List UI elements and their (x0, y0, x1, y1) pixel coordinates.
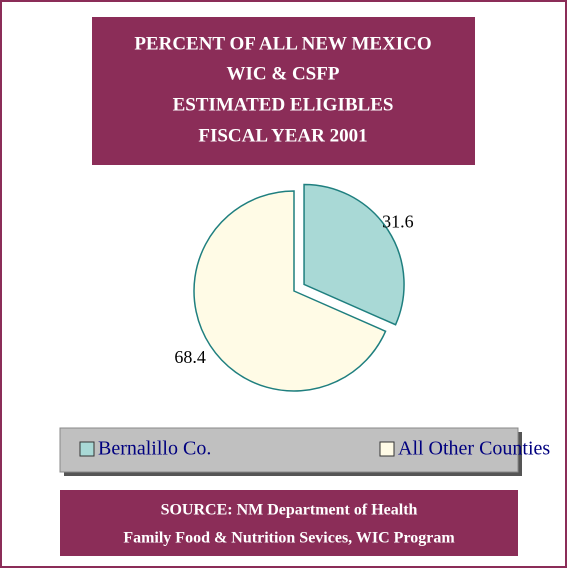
data-label: 68.4 (174, 347, 206, 367)
legend-swatch (379, 441, 395, 457)
pie-slice (303, 183, 405, 326)
chart-title: WIC & CSFP (227, 63, 340, 84)
source-box (60, 490, 518, 556)
title-box (92, 17, 475, 165)
legend-label: Bernalillo Co. (98, 438, 211, 460)
chart-title: FISCAL YEAR 2001 (198, 125, 367, 146)
source-text: SOURCE: NM Department of Health (161, 502, 418, 519)
source-text: Family Food & Nutrition Sevices, WIC Pro… (123, 530, 455, 547)
data-label: 31.6 (382, 211, 414, 231)
pie-slice (193, 190, 387, 392)
chart-title: PERCENT OF ALL NEW MEXICO (134, 33, 431, 54)
legend-swatch (79, 441, 95, 457)
legend-box (59, 427, 519, 473)
legend-label: All Other Counties (398, 438, 550, 460)
chart-title: ESTIMATED ELIGIBLES (173, 94, 394, 115)
